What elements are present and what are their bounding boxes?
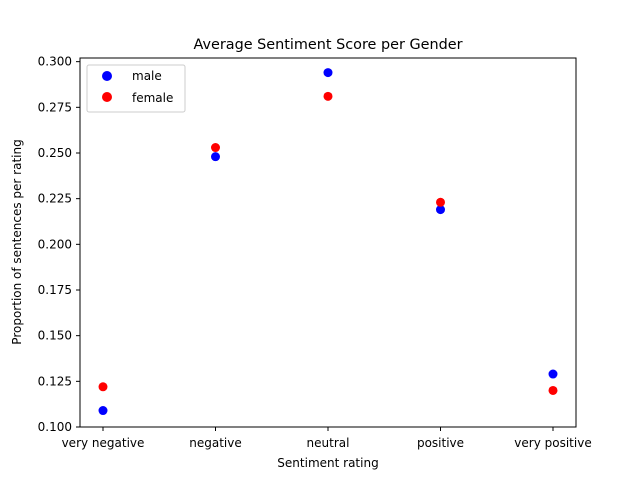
- y-tick-label: 0.225: [38, 192, 72, 206]
- y-tick-label: 0.100: [38, 420, 72, 434]
- data-point-female: [548, 385, 558, 395]
- data-point-male: [323, 68, 333, 78]
- data-point-female: [211, 143, 220, 153]
- y-tick-label: 0.150: [38, 329, 72, 343]
- x-axis: very negative negative neutral positive very…: [62, 427, 592, 450]
- x-tick-label: very negative: [62, 436, 145, 450]
- x-tick-label: positive: [417, 436, 464, 450]
- y-tick-label: 0.300: [38, 55, 72, 69]
- legend-label-male: male: [132, 69, 162, 83]
- data-point-female: [323, 91, 333, 101]
- x-tick-label: neutral: [307, 436, 350, 450]
- y-tick-label: 0.250: [38, 146, 72, 160]
- chart-title: Average Sentiment Score per Gender: [193, 37, 462, 53]
- data-point-female: [98, 382, 108, 392]
- data-point-female: [436, 197, 445, 207]
- legend-marker-female: [102, 92, 112, 102]
- legend-label-female: female: [132, 91, 173, 105]
- y-axis-label: Proportion of sentences per rating: [10, 139, 24, 344]
- x-tick-label: negative: [189, 436, 241, 450]
- y-tick-label: 0.200: [38, 237, 72, 251]
- data-point-male: [211, 152, 220, 162]
- x-tick-label: very positive: [514, 436, 591, 450]
- data-point-male: [436, 205, 445, 215]
- y-tick-label: 0.275: [38, 100, 72, 114]
- y-axis: 0.100 0.125 0.150 0.175 0.200 0.225 0.250 0.275…: [38, 55, 80, 434]
- y-tick-label: 0.175: [38, 283, 72, 297]
- legend: male female: [86, 64, 186, 113]
- data-point-male: [548, 369, 558, 379]
- y-tick-label: 0.125: [38, 374, 72, 388]
- legend-marker-male: [102, 71, 112, 81]
- plot-area: [80, 58, 576, 427]
- x-axis-label: Sentiment rating: [277, 456, 378, 470]
- data-points: [98, 68, 558, 416]
- data-point-male: [98, 406, 108, 416]
